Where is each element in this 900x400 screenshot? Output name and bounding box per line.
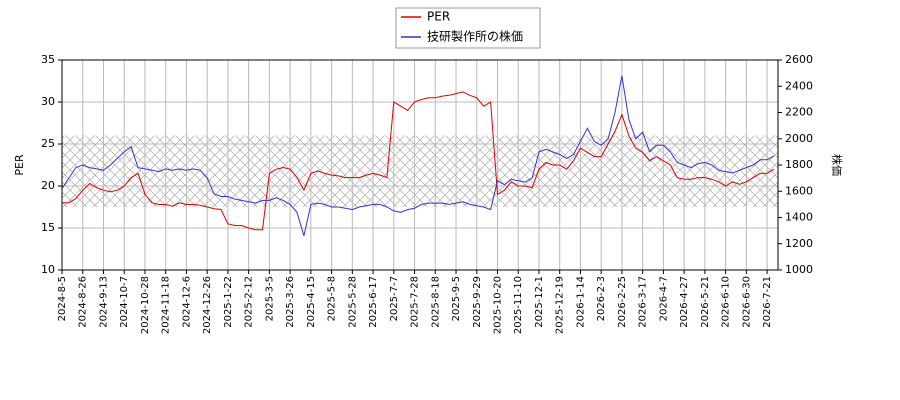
x-tick-label: 2026-1-14: [575, 276, 586, 328]
x-tick-label: 2025-9-5: [451, 276, 462, 321]
plot-frame: [61, 59, 779, 271]
x-tick-label: 2025-1-22: [223, 276, 234, 328]
y2-tick-label: 2600: [785, 53, 813, 66]
x-tick-label: 2026-6-10: [721, 276, 732, 328]
x-tick-label: 2026-3-17: [638, 276, 649, 328]
legend-label: PER: [427, 10, 450, 24]
x-tick-label: 2026-6-30: [741, 276, 752, 328]
y2-tick-label: 1200: [785, 237, 813, 250]
x-tick-label: 2025-12-19: [555, 276, 566, 334]
x-tick-label: 2024-9-13: [98, 276, 109, 328]
x-tick-label: 2024-12-6: [181, 276, 192, 328]
y-tick-label: 10: [41, 263, 55, 276]
x-tick-label: 2025-7-28: [410, 276, 421, 328]
x-tick-label: 2025-8-18: [430, 276, 441, 328]
x-tick-label: 2025-3-5: [264, 276, 275, 321]
x-tick-label: 2025-9-29: [472, 276, 483, 328]
x-tick-label: 2024-8-5: [57, 276, 68, 321]
y-tick-label: 15: [41, 221, 55, 234]
y-tick-label: 20: [41, 179, 55, 192]
y-tick-label: 30: [41, 95, 55, 108]
per-range-band: [62, 135, 778, 207]
x-tick-label: 2026-5-21: [700, 276, 711, 328]
x-tick-label: 2025-5-28: [347, 276, 358, 328]
x-tick-label: 2026-2-25: [617, 276, 628, 328]
x-tick-label: 2024-11-18: [161, 276, 172, 334]
y2-tick-label: 1400: [785, 211, 813, 224]
x-tick-label: 2024-8-26: [78, 276, 89, 328]
x-tick-label: 2025-5-8: [327, 276, 338, 321]
x-tick-label: 2025-7-7: [389, 276, 400, 321]
y2-tick-label: 2400: [785, 79, 813, 92]
x-tick-label: 2025-10-20: [492, 276, 503, 334]
y2-tick-label: 2200: [785, 106, 813, 119]
y-axis-label: PER: [13, 154, 26, 176]
x-tick-label: 2024-10-7: [119, 276, 130, 328]
x-tick-label: 2026-2-3: [596, 276, 607, 321]
x-tick-label: 2024-10-28: [140, 276, 151, 334]
y2-tick-label: 1800: [785, 158, 813, 171]
y2-axis-label: 株価: [830, 154, 844, 176]
y2-tick-label: 2000: [785, 132, 813, 145]
y2-tick-label: 1600: [785, 184, 813, 197]
x-tick-label: 2026-7-21: [762, 276, 773, 328]
legend-box: [395, 7, 541, 49]
x-tick-label: 2025-6-17: [368, 276, 379, 328]
x-tick-label: 2025-4-15: [306, 276, 317, 328]
x-tick-label: 2026-4-27: [679, 276, 690, 328]
series-line: [61, 75, 775, 237]
x-tick-label: 2025-12-1: [534, 276, 545, 328]
y-tick-label: 25: [41, 137, 55, 150]
x-tick-label: 2024-12-26: [202, 276, 213, 334]
y-tick-label: 35: [41, 53, 55, 66]
series-line: [62, 91, 775, 231]
x-tick-label: 2025-3-26: [285, 276, 296, 328]
y2-tick-label: 1000: [785, 263, 813, 276]
legend-label: 技研製作所の株価: [427, 29, 523, 44]
x-tick-label: 2026-4-7: [658, 276, 669, 321]
x-tick-label: 2025-11-10: [513, 276, 524, 334]
x-tick-label: 2025-2-12: [244, 276, 255, 328]
